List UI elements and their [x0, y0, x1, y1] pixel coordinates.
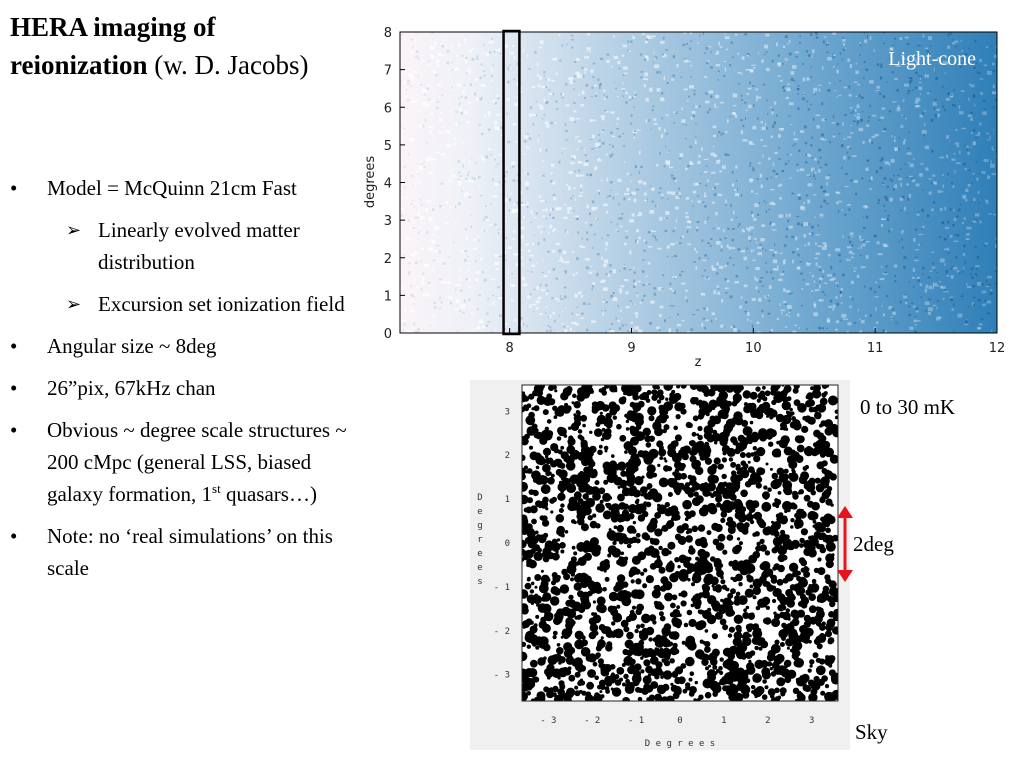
sky-x-tick-label: - 2	[584, 716, 600, 726]
x-tick-label: 12	[989, 341, 1006, 356]
arrow-bullet-icon: ➢	[66, 294, 82, 314]
bullet-text: Model = McQuinn 21cm Fast	[47, 176, 297, 200]
temperature-range-label: 0 to 30 mK	[860, 395, 956, 419]
lightcone-x-label: z	[695, 355, 702, 370]
sky-x-tick-label: 1	[721, 716, 726, 726]
bullet-mark: •	[10, 376, 18, 400]
bullet-text: Obvious ~ degree scale structures ~ 200 …	[47, 418, 347, 506]
lightcone-y-ticks: 0 1 2 3 4 5 6 7 8	[384, 26, 405, 342]
sky-y-tick-label: 2	[505, 451, 510, 461]
bullet-text: Linearly evolved matter distribution	[98, 218, 300, 274]
sky-x-tick-label: 2	[765, 716, 770, 726]
bullet-pixels: • 26”pix, 67kHz chan	[10, 372, 360, 404]
slide-title: HERA imaging of reionization (w. D. Jaco…	[10, 8, 340, 84]
sky-y-tick-label: - 3	[494, 671, 510, 681]
sky-x-tick-label: 3	[809, 716, 814, 726]
lightcone-y-label: degrees	[363, 156, 378, 209]
y-tick-label: 4	[384, 177, 392, 192]
y-tick-label: 1	[384, 289, 392, 304]
sky-y-tick-label: 3	[505, 407, 510, 417]
bullet-structures: • Obvious ~ degree scale structures ~ 20…	[10, 414, 360, 510]
sky-x-ticks: - 3 - 2 - 1 0 1 2 3	[540, 716, 814, 726]
bullet-angular-size: • Angular size ~ 8deg	[10, 330, 360, 362]
y-tick-label: 5	[384, 139, 392, 154]
y-tick-label: 3	[384, 214, 392, 229]
lightcone-label: Light-cone	[888, 48, 976, 70]
scale-label: 2deg	[853, 532, 894, 556]
bullet-sup: st	[212, 481, 221, 496]
x-tick-label: 8	[506, 341, 514, 356]
y-tick-label: 6	[384, 101, 392, 116]
x-tick-label: 9	[627, 341, 635, 356]
slide-title-credit: (w. D. Jacobs)	[147, 50, 309, 80]
bullet-text: Excursion set ionization field	[98, 292, 345, 316]
sky-figure: - 3 - 2 - 1 0 1 2 3 3 2 1 0 - 1 - 2 - 3 D e g r e e …	[470, 380, 850, 750]
y-tick-label: 0	[384, 327, 392, 342]
lightcone-x-ticks: 8 9 10 11 12	[506, 328, 1006, 356]
sky-y-tick-label: - 2	[494, 627, 510, 637]
sky-x-label: D e g r e e s	[645, 739, 715, 749]
bullet-model: • Model = McQuinn 21cm Fast	[10, 172, 360, 204]
sky-y-ticks: 3 2 1 0 - 1 - 2 - 3	[494, 407, 510, 680]
lightcone-plot-area	[400, 32, 997, 333]
bullet-text-after: quasars…)	[220, 482, 317, 506]
sky-ionization-map	[522, 385, 838, 701]
x-tick-label: 11	[867, 341, 884, 356]
sky-map-frame	[521, 384, 839, 702]
sky-y-tick-label: 0	[505, 539, 510, 549]
sky-x-tick-label: 0	[677, 716, 682, 726]
arrow-bullet-icon: ➢	[66, 220, 82, 240]
sub-bullet-matter: ➢ Linearly evolved matter distribution	[10, 214, 360, 278]
bullet-text: 26”pix, 67kHz chan	[47, 376, 216, 400]
scale-arrow-icon	[837, 506, 853, 582]
sky-x-tick-label: - 1	[628, 716, 644, 726]
bullet-text: Angular size ~ 8deg	[47, 334, 217, 358]
sky-y-tick-label: 1	[505, 495, 510, 505]
bullet-note: • Note: no ‘real simulations’ on this sc…	[10, 520, 360, 584]
sky-y-tick-label: - 1	[494, 583, 510, 593]
sky-x-tick-label: - 3	[540, 716, 556, 726]
x-tick-label: 10	[745, 341, 762, 356]
z8-highlight-box	[502, 29, 521, 336]
bullet-mark: •	[10, 176, 18, 200]
slide-title-bold: HERA imaging of reionization	[10, 12, 216, 80]
bullet-mark: •	[10, 524, 18, 548]
y-tick-label: 8	[384, 26, 392, 41]
bullet-mark: •	[10, 334, 18, 358]
sky-label: Sky	[855, 720, 888, 744]
sub-bullet-ionization: ➢ Excursion set ionization field	[10, 288, 360, 320]
y-tick-label: 2	[384, 252, 392, 267]
bullet-list: • Model = McQuinn 21cm Fast ➢ Linearly e…	[10, 172, 360, 594]
lightcone-texture	[400, 32, 997, 333]
bullet-text: Note: no ‘real simulations’ on this scal…	[47, 524, 333, 580]
bullet-mark: •	[10, 418, 18, 442]
y-tick-label: 7	[384, 64, 392, 79]
